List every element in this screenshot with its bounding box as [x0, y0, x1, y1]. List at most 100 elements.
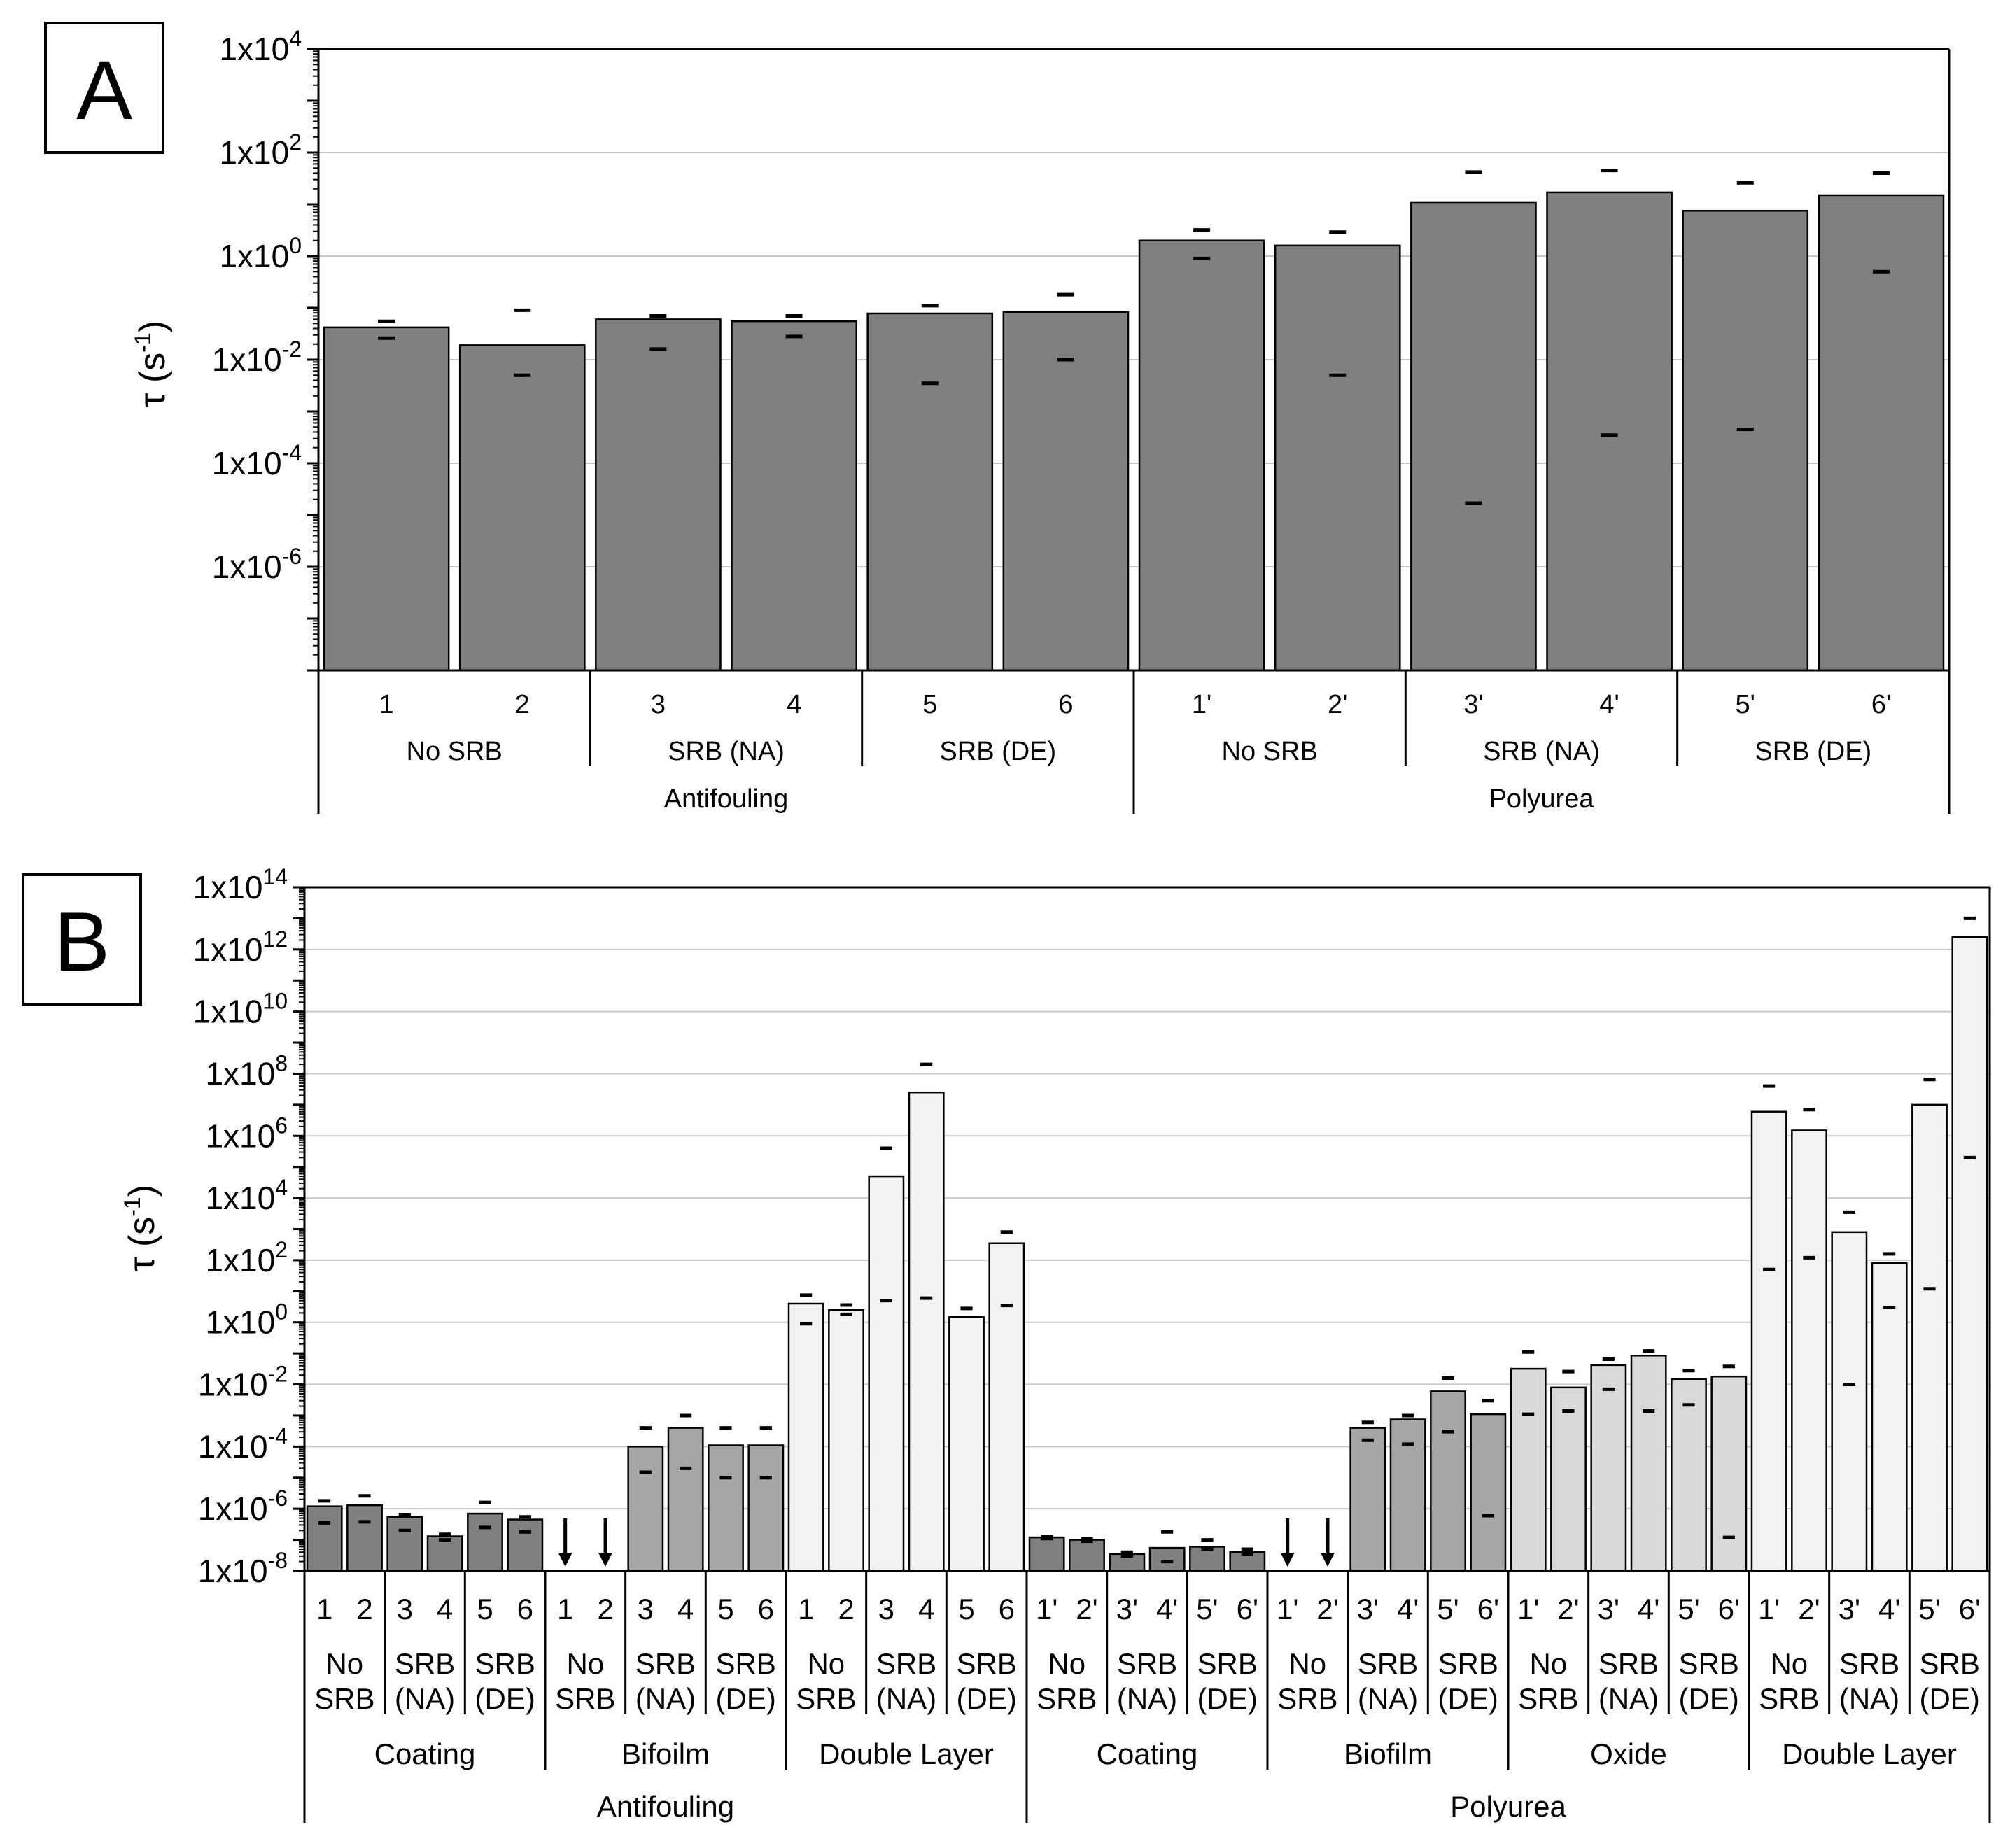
panel-b-bar [1028, 1536, 1065, 1572]
panel-b-x-tick-label: 1' [1517, 1593, 1539, 1625]
panel-b-y-tick-label: 1x102 [205, 1237, 288, 1278]
panel-a-bar [1138, 239, 1265, 672]
panel-b-group-label-line1: No [325, 1647, 363, 1680]
panel-b-x-tick-label: 1 [557, 1593, 573, 1625]
panel-a-group-label: SRB (DE) [1755, 737, 1871, 766]
panel-b-group-label-line2: (NA) [1598, 1682, 1659, 1715]
panel-b-group-label-line1: No [566, 1647, 604, 1680]
panel-b-below-scale-arrowhead [558, 1553, 572, 1567]
panel-a-letter-box [44, 22, 164, 154]
panel-b-bar [1871, 1262, 1908, 1572]
panel-b-bar [747, 1444, 785, 1572]
panel-b-bar [868, 1175, 905, 1572]
panel-a-x-tick-label: 4' [1599, 690, 1619, 719]
panel-b-group-label-line1: No [1288, 1647, 1326, 1680]
panel-a-error-marks [378, 169, 1890, 505]
panel-a-x-axis-categories: 1 2 3 4 5 6 1' 2' 3' 4' 5' 6' No SRB SRB (NA) SRB (DE)… [317, 669, 1951, 814]
panel-b-x-tick-label: 6' [1477, 1593, 1499, 1625]
panel-b-group-label-line1: SRB [1919, 1647, 1979, 1680]
panel-b-x-tick-label: 5 [717, 1593, 733, 1625]
panel-a-group-label: SRB (NA) [668, 737, 785, 766]
panel-b-x-tick-label: 2' [1316, 1593, 1338, 1625]
panel-b-x-tick-label: 4' [1156, 1593, 1178, 1625]
panel-b-group-label-line1: No [1770, 1647, 1808, 1680]
panel-b-group-label-line2: (NA) [1358, 1682, 1418, 1715]
panel-b-x-tick-label: 1 [316, 1593, 332, 1625]
panel-a-y-axis-label: τ (s-1) [130, 320, 173, 407]
panel-a-x-tick-label: 2 [515, 690, 530, 719]
panel-b-group-label: Bifoilm [621, 1737, 710, 1770]
panel-b-x-tick-label: 4' [1397, 1593, 1419, 1625]
panel-b-x-tick-label: 1' [1036, 1593, 1057, 1625]
panel-b-x-tick-label: 3' [1116, 1593, 1138, 1625]
panel-b-x-tick-label: 2 [356, 1593, 372, 1625]
panel-b-group-label-line2: (NA) [635, 1682, 696, 1715]
panel-b-y-tick-label: 1x108 [205, 1050, 288, 1092]
panel-b-bar [708, 1444, 744, 1572]
panel-b-x-tick-label: 1' [1758, 1593, 1780, 1625]
panel-a-x-tick-label: 6' [1871, 690, 1891, 719]
panel-b-bar [1590, 1364, 1627, 1572]
panel-a-bar [1274, 244, 1401, 672]
panel-b-group-label-line1: No [1048, 1647, 1085, 1680]
panel-b-group-label-line2: (DE) [475, 1682, 535, 1715]
panel-b-group-label-line2: SRB [1036, 1682, 1097, 1715]
panel-b-group-label: Coating [1097, 1737, 1198, 1770]
panel-b-group-label-line1: SRB [635, 1647, 696, 1680]
panel-b-y-tick-label: 1x1010 [193, 989, 288, 1030]
panel-b-below-scale-arrowhead [1280, 1553, 1295, 1567]
panel-b-x-tick-label: 4 [918, 1593, 934, 1625]
panel-b-group-label-line1: SRB [1839, 1647, 1899, 1680]
panel-b-group-label-line2: (DE) [1920, 1682, 1980, 1715]
panel-b-group-label-line1: SRB [395, 1647, 455, 1680]
panel-b-x-tick-label: 6' [1237, 1593, 1258, 1625]
panel-b-bar [1671, 1378, 1707, 1572]
panel-b-x-tick-label: 3 [878, 1593, 894, 1625]
panel-b-group-label-line1: SRB [715, 1647, 775, 1680]
panel-a: A 1x104 1x102 1x100 1x10-2 1x10-4 1x10-6 τ (s… [44, 22, 1951, 814]
panel-b-bar [306, 1505, 343, 1572]
panel-b-x-tick-label: 4 [437, 1593, 453, 1625]
panel-b-x-tick-label: 5 [477, 1593, 493, 1625]
panel-b-group-label-line1: SRB [1438, 1647, 1498, 1680]
panel-a-x-tick-label: 2' [1328, 690, 1347, 719]
panel-b-group-label: Polyurea [1450, 1790, 1566, 1823]
panel-b-y-tick-label: 1x10-2 [198, 1362, 288, 1403]
panel-a-bar [1410, 201, 1537, 672]
panel-b-x-tick-label: 5' [1196, 1593, 1218, 1625]
panel-b-x-tick-label: 4 [677, 1593, 694, 1625]
panel-a-bar [1546, 191, 1673, 672]
panel-a-letter: A [76, 43, 132, 137]
panel-b-x-tick-label: 5 [958, 1593, 974, 1625]
panel-b-x-tick-label: 5' [1918, 1593, 1940, 1625]
panel-b-group-label-line2: (DE) [1438, 1682, 1498, 1715]
panel-a-y-tick-label: 1x10-6 [212, 544, 302, 585]
panel-b-x-tick-label: 4' [1638, 1593, 1659, 1625]
panel-b-bars [306, 936, 1988, 1572]
panel-a-bar [866, 312, 994, 672]
panel-b: B 1x1014 1x1012 1x1010 1x108 1x106 1x104 1x102… [22, 864, 1991, 1823]
panel-a-y-tick-label: 1x100 [219, 233, 302, 274]
panel-b-bar [346, 1504, 383, 1572]
panel-b-bar [426, 1535, 463, 1572]
panel-b-group-label-line1: No [807, 1647, 845, 1680]
panel-b-below-scale-arrowhead [1321, 1553, 1335, 1567]
panel-b-bar [1389, 1418, 1426, 1572]
panel-b-bar [948, 1316, 985, 1572]
panel-b-x-tick-label: 6' [1718, 1593, 1740, 1625]
panel-b-x-tick-label: 3 [397, 1593, 413, 1625]
panel-b-group-label-line2: SRB [314, 1682, 374, 1715]
panel-b-group-label: Double Layer [1782, 1737, 1957, 1770]
panel-a-x-tick-label: 5' [1736, 690, 1755, 719]
panel-b-letter: B [54, 895, 110, 989]
panel-b-x-tick-label: 3' [1839, 1593, 1860, 1625]
panel-b-x-axis-categories: 1 2 3 4 5 6 1 2 3 4 5 6 1 2 3 4 5 6 1' 2' 3' 4' 5' 6' 1' 2' 3' 4' 5'… [303, 1570, 1991, 1823]
panel-a-x-tick-label: 6 [1058, 690, 1073, 719]
panel-b-group-label: Biofilm [1344, 1737, 1432, 1770]
panel-a-bar [458, 344, 586, 672]
panel-a-y-tick-label: 1x10-2 [212, 337, 302, 378]
panel-b-bar [1430, 1390, 1466, 1572]
panel-b-x-tick-label: 4' [1878, 1593, 1900, 1625]
panel-a-bar [1002, 311, 1130, 672]
